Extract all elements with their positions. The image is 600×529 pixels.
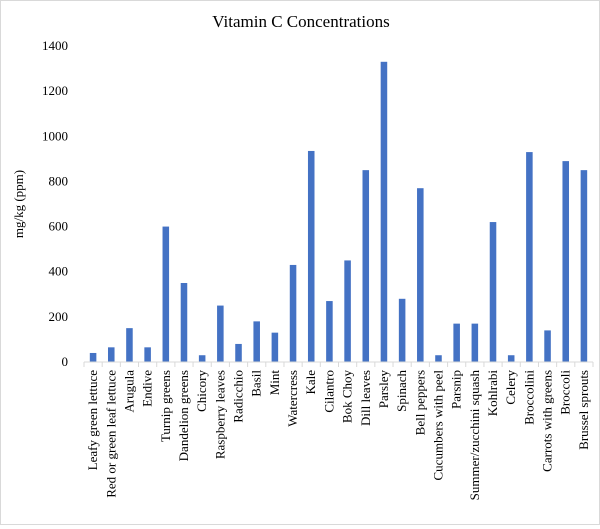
y-tick-label: 1400 <box>42 38 68 53</box>
x-category-label: Kale <box>303 370 318 395</box>
x-category-label: Bell peppers <box>412 370 427 435</box>
x-category-label: Summer/zucchini squash <box>467 370 482 501</box>
x-category-label: Dill leaves <box>358 370 373 426</box>
bar <box>235 343 242 362</box>
x-category-label: Broccoli <box>558 370 573 415</box>
x-category-label: Radicchio <box>231 370 246 423</box>
x-category-label: Leafy green lettuce <box>85 370 100 471</box>
bar <box>507 355 515 362</box>
x-category-label: Kohlrabi <box>485 370 500 417</box>
bar <box>307 150 315 362</box>
bar <box>380 61 388 363</box>
x-category-label: Cucumbers with peel <box>430 370 445 481</box>
bar <box>526 152 533 362</box>
x-category-label: Cilantro <box>321 370 336 413</box>
x-axis-labels: Leafy green lettuce Red or green leaf let… <box>85 370 591 501</box>
bar <box>144 347 151 362</box>
y-axis-label: mg/kg (ppm) <box>11 170 26 238</box>
x-category-label: Parsnip <box>449 370 464 409</box>
bar <box>580 170 588 362</box>
bar <box>289 264 297 362</box>
x-category-label: Watercress <box>285 370 300 427</box>
bar <box>217 305 224 362</box>
y-axis-ticks: 0 200 400 600 800 1000 1200 1400 <box>42 38 68 369</box>
bar <box>271 332 279 362</box>
y-tick-label: 200 <box>49 309 69 324</box>
x-category-label: Spinach <box>394 370 409 412</box>
bar <box>453 323 460 362</box>
bar-series <box>89 61 588 363</box>
x-category-label: Turnip greens <box>158 370 173 442</box>
x-axis-ticks <box>83 362 594 367</box>
bar <box>326 301 333 362</box>
x-category-label: Carrots with greens <box>540 370 555 472</box>
bar <box>471 323 479 362</box>
x-category-label: Mint <box>267 370 282 396</box>
bar <box>89 352 97 362</box>
x-category-label: Broccolini <box>521 370 536 425</box>
chart-title: Vitamin C Concentrations <box>212 12 389 31</box>
bar <box>180 283 188 362</box>
bar <box>344 260 351 362</box>
bar <box>417 188 424 362</box>
y-tick-label: 1000 <box>42 128 68 143</box>
bar <box>562 161 570 362</box>
bar <box>162 226 170 362</box>
bar <box>544 330 551 362</box>
bar <box>489 222 497 362</box>
bar <box>435 355 442 362</box>
x-category-label: Basil <box>249 370 264 397</box>
x-category-label: Celery <box>503 370 518 405</box>
bar <box>126 328 133 362</box>
x-category-label: Bok Choy <box>340 370 355 424</box>
x-category-label: Parsley <box>376 370 391 409</box>
bar <box>198 355 206 362</box>
x-category-label: Dandelion greens <box>176 370 191 461</box>
x-category-label: Red or green leaf lettuce <box>103 370 118 498</box>
bar <box>253 321 260 362</box>
bar <box>107 347 115 362</box>
x-category-label: Chicory <box>194 370 209 412</box>
bar <box>362 170 370 362</box>
x-category-label: Arugula <box>121 370 136 413</box>
x-category-label: Brussel sprouts <box>576 370 591 450</box>
bar <box>398 298 406 362</box>
y-tick-label: 0 <box>62 354 69 369</box>
y-tick-label: 800 <box>49 173 69 188</box>
x-category-label: Endive <box>140 370 155 407</box>
y-tick-label: 600 <box>49 219 69 234</box>
y-tick-label: 400 <box>49 264 69 279</box>
y-tick-label: 1200 <box>42 83 68 98</box>
x-category-label: Raspberry leaves <box>212 370 227 459</box>
